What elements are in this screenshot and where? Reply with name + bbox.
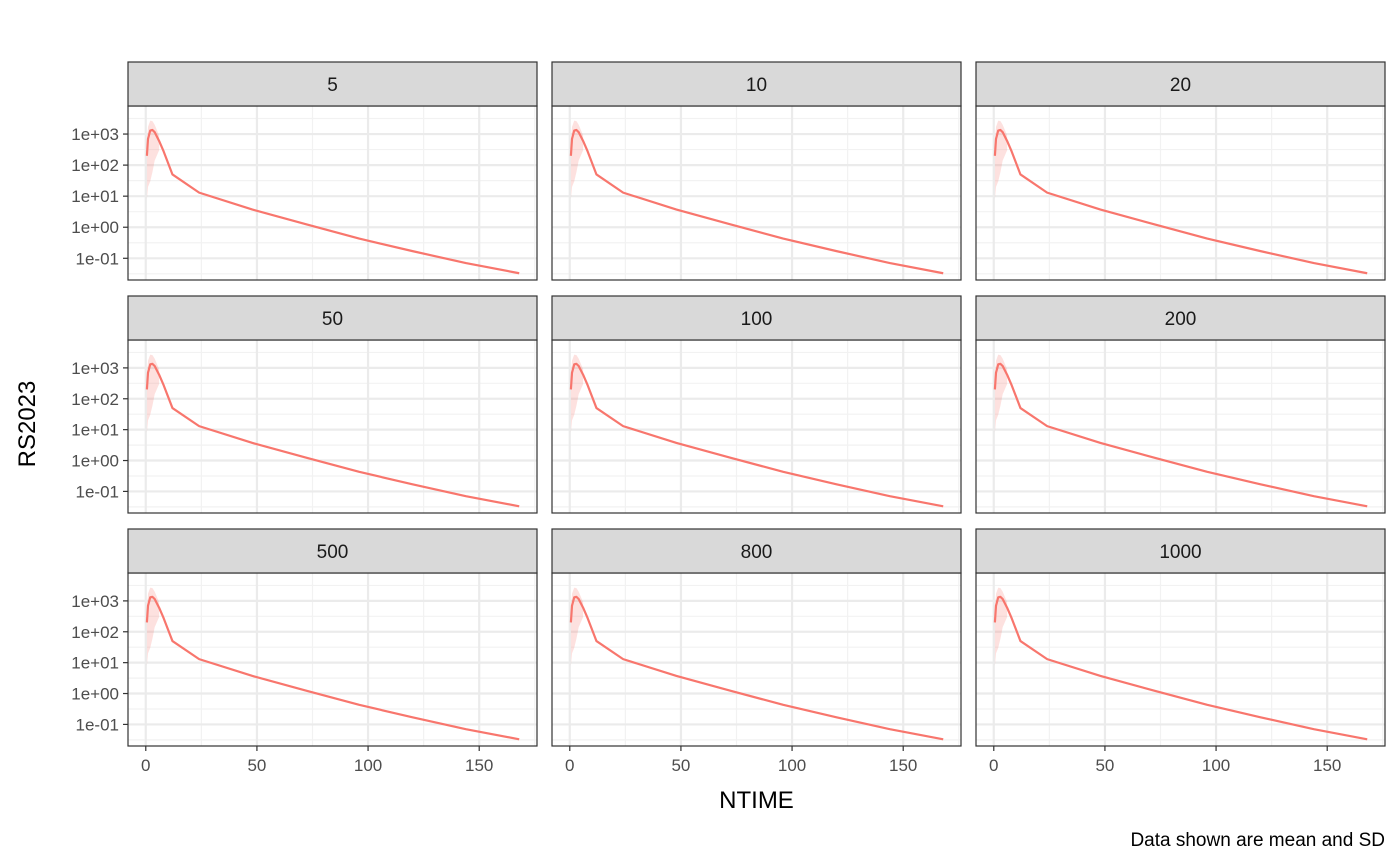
mean-line <box>993 595 1368 741</box>
x-tick-label: 150 <box>1313 756 1341 775</box>
panel-background <box>552 106 961 280</box>
x-tick-label: 0 <box>989 756 998 775</box>
facet-strip <box>127 61 538 107</box>
mean-line <box>993 362 1368 508</box>
sd-band <box>146 354 160 433</box>
facet-panel: 500 1e-01 1e+00 1e+01 1e+02 1e+03 0 50 100 150 <box>71 528 538 775</box>
facet-strip <box>975 61 1386 107</box>
facet-strip-label: 100 <box>741 309 773 330</box>
y-tick-label: 1e-01 <box>76 249 119 268</box>
sd-band <box>570 587 584 666</box>
facet-strip <box>975 528 1386 574</box>
panel-background <box>976 573 1385 746</box>
facet-strip-label: 800 <box>741 542 773 563</box>
y-tick-label: 1e+03 <box>71 359 119 378</box>
facet-panel: 50 1e-01 1e+00 1e+01 1e+02 1e+03 <box>71 295 538 514</box>
facet-strip-label: 200 <box>1165 309 1197 330</box>
facet-strip-label: 5 <box>327 75 338 96</box>
x-tick-label: 50 <box>671 756 690 775</box>
y-tick-label: 1e+00 <box>71 685 119 704</box>
chart-caption: Data shown are mean and SD <box>1130 830 1385 851</box>
y-tick-label: 1e+01 <box>71 187 119 206</box>
x-tick-label: 150 <box>889 756 917 775</box>
sd-band <box>994 587 1008 666</box>
y-tick-label: 1e+02 <box>71 390 119 409</box>
x-tick-label: 50 <box>247 756 266 775</box>
facet-strip-label: 10 <box>746 75 767 96</box>
x-tick-label: 100 <box>1202 756 1230 775</box>
facet-panel: 200 <box>975 295 1386 514</box>
facet-strip-label: 50 <box>322 309 343 330</box>
panel-background <box>976 340 1385 513</box>
mean-line <box>993 128 1368 275</box>
facet-strip <box>127 295 538 341</box>
mean-line <box>145 362 520 508</box>
facet-panel: 10 <box>551 61 962 281</box>
y-tick-label: 1e+00 <box>71 218 119 237</box>
x-tick-label: 0 <box>141 756 150 775</box>
panel-background <box>976 106 1385 280</box>
panel-background <box>552 573 961 746</box>
facet-panel: 5 1e-01 1e+00 1e+01 1e+02 1e+03 <box>71 61 538 281</box>
facet-strip-label: 1000 <box>1159 542 1201 563</box>
facet-panel: 20 <box>975 61 1386 281</box>
mean-line <box>569 595 944 741</box>
facet-strip <box>551 295 962 341</box>
x-tick-label: 50 <box>1095 756 1114 775</box>
facet-panel: 800 0 50 100 150 <box>551 528 962 775</box>
panel-background <box>128 573 537 746</box>
facet-strip <box>551 528 962 574</box>
mean-line <box>145 595 520 741</box>
y-tick-label: 1e+00 <box>71 452 119 471</box>
sd-band <box>994 120 1008 200</box>
y-tick-label: 1e+03 <box>71 125 119 144</box>
y-tick-label: 1e+02 <box>71 623 119 642</box>
panel-background <box>128 340 537 513</box>
x-axis-title: NTIME <box>719 787 794 814</box>
facet-panel: 1000 0 50 100 150 <box>975 528 1386 775</box>
y-tick-label: 1e-01 <box>76 715 119 734</box>
sd-band <box>570 120 584 200</box>
facet-strip <box>127 528 538 574</box>
facet-strip-label: 20 <box>1170 75 1191 96</box>
x-tick-label: 100 <box>354 756 382 775</box>
y-tick-label: 1e+03 <box>71 592 119 611</box>
x-tick-label: 100 <box>778 756 806 775</box>
mean-line <box>569 128 944 275</box>
sd-band <box>570 354 584 433</box>
y-tick-label: 1e+01 <box>71 421 119 440</box>
sd-band <box>146 587 160 666</box>
x-tick-label: 0 <box>565 756 574 775</box>
sd-band <box>994 354 1008 433</box>
x-tick-label: 150 <box>465 756 493 775</box>
mean-line <box>145 128 520 275</box>
facet-strip-label: 500 <box>317 542 349 563</box>
sd-band <box>146 120 160 200</box>
facet-strip <box>551 61 962 107</box>
facet-panel: 100 <box>551 295 962 514</box>
mean-line <box>569 362 944 508</box>
y-tick-label: 1e+01 <box>71 654 119 673</box>
facet-strip <box>975 295 1386 341</box>
panel-background <box>128 106 537 280</box>
y-tick-label: 1e+02 <box>71 156 119 175</box>
y-axis-title: RS2023 <box>14 381 41 468</box>
panel-background <box>552 340 961 513</box>
y-tick-label: 1e-01 <box>76 482 119 501</box>
